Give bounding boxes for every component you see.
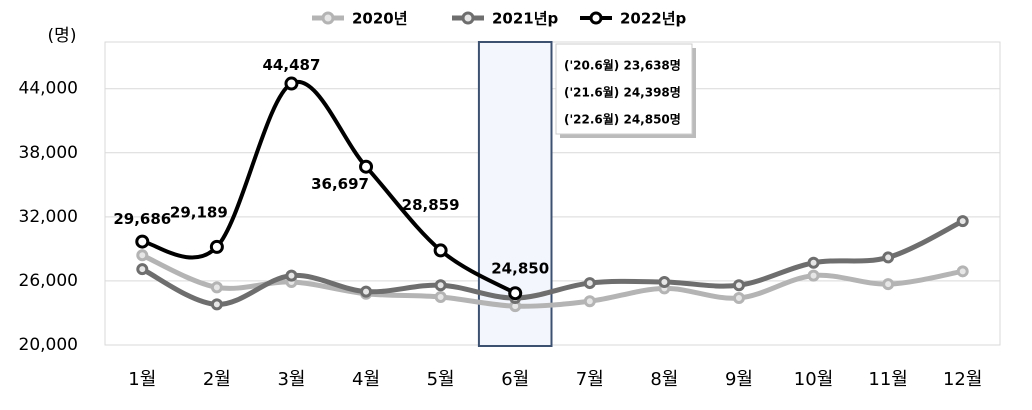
x-tick-label: 5월: [427, 369, 455, 390]
point: [284, 76, 299, 91]
legend-label: 2021년p: [492, 10, 559, 28]
point: [508, 286, 523, 301]
point: [956, 215, 969, 228]
point: [136, 263, 149, 276]
point: [136, 249, 149, 262]
point: [209, 239, 224, 254]
x-tick-label: 12월: [943, 369, 982, 390]
value-label: 44,487: [263, 56, 321, 74]
annotation-text: ('20.6월) 23,638명: [564, 58, 681, 73]
x-tick-label: 9월: [725, 369, 753, 390]
annotation-text: ('22.6월) 24,850명: [564, 112, 681, 127]
x-tick-label: 7월: [576, 369, 604, 390]
point: [583, 295, 596, 308]
point: [433, 243, 448, 258]
point: [135, 234, 150, 249]
point: [285, 269, 298, 282]
series-line: [141, 218, 964, 307]
legend-marker: [589, 11, 603, 25]
point: [583, 277, 596, 290]
y-tick-label: 32,000: [19, 207, 78, 227]
point: [360, 285, 373, 298]
legend-marker: [461, 11, 475, 25]
x-tick-label: 6월: [501, 369, 529, 390]
x-tick-label: 4월: [352, 369, 380, 390]
legend-label: 2022년p: [620, 10, 687, 28]
legend-label: 2020년: [352, 10, 408, 28]
point: [434, 279, 447, 292]
value-label: 24,850: [491, 260, 549, 278]
point: [359, 159, 374, 174]
x-tick-label: 2월: [203, 369, 231, 390]
plot-border: [104, 41, 1001, 346]
point: [807, 269, 820, 282]
point: [210, 298, 223, 311]
point: [210, 281, 223, 294]
y-tick-label: 26,000: [19, 271, 78, 291]
value-label: 29,686: [113, 210, 171, 228]
point: [882, 278, 895, 291]
annotation-text: ('21.6월) 24,398명: [564, 85, 681, 100]
value-label: 36,697: [311, 175, 369, 193]
point: [658, 275, 671, 288]
x-tick-label: 3월: [277, 369, 305, 390]
point: [882, 251, 895, 264]
x-tick-label: 1월: [128, 369, 156, 390]
x-tick-label: 10월: [794, 369, 833, 390]
x-tick-label: 11월: [868, 369, 907, 390]
point: [732, 292, 745, 305]
y-tick-label: 38,000: [19, 143, 78, 163]
point: [732, 279, 745, 292]
y-tick-label: 20,000: [19, 335, 78, 355]
legend-marker: [321, 11, 335, 25]
point: [807, 256, 820, 269]
annotation-box: [555, 43, 693, 135]
x-tick-label: 8월: [650, 369, 678, 390]
point: [434, 290, 447, 303]
value-label: 28,859: [402, 196, 460, 214]
point: [956, 265, 969, 278]
y-tick-label: 44,000: [19, 79, 78, 99]
y-axis-label: (명): [48, 26, 77, 46]
value-label: 29,189: [170, 203, 228, 221]
